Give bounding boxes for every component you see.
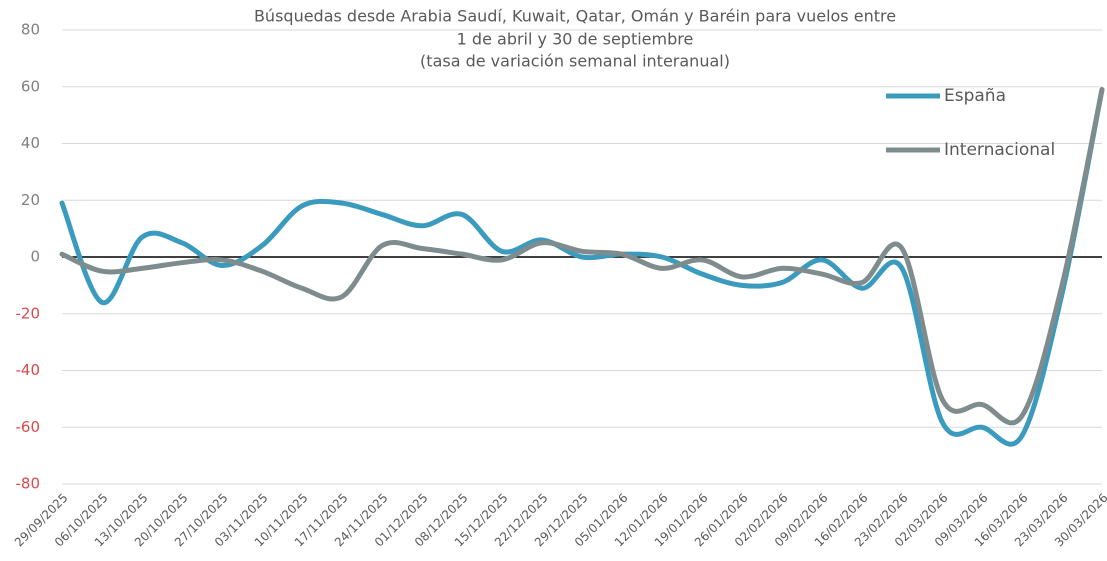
y-tick-label: 60: [21, 77, 40, 95]
chart-title: 1 de abril y 30 de septiembre: [457, 30, 694, 49]
chart-title: (tasa de variación semanal interanual): [420, 52, 730, 71]
y-tick-label: -80: [16, 475, 41, 493]
y-tick-label: 80: [21, 21, 40, 39]
y-tick-label: -60: [16, 418, 41, 436]
y-tick-label: 20: [21, 191, 40, 209]
y-tick-label: -20: [16, 304, 41, 322]
y-tick-label: 0: [30, 248, 40, 266]
legend-label: España: [944, 86, 1006, 106]
chart-title: Búsquedas desde Arabia Saudí, Kuwait, Qa…: [254, 7, 896, 26]
y-tick-label: -40: [16, 361, 41, 379]
y-tick-label: 40: [21, 134, 40, 152]
series-line: [59, 87, 1105, 426]
legend-label: Internacional: [944, 140, 1055, 160]
